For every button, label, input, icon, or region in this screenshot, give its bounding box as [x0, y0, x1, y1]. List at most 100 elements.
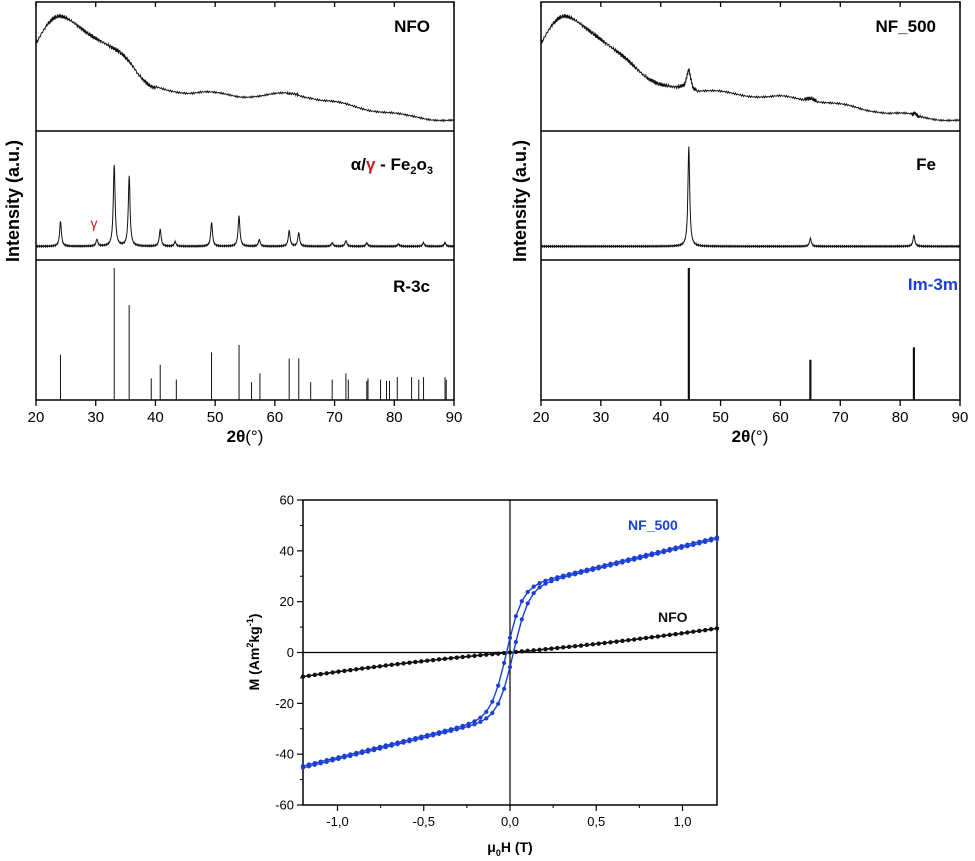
data-point-NF_500 — [703, 538, 708, 543]
data-point-NF_500 — [578, 569, 584, 574]
data-point-NF_500 — [318, 759, 323, 764]
data-point-NF_500 — [425, 733, 430, 738]
data-point-NF_500 — [395, 740, 400, 745]
data-point-NF_500 — [306, 762, 311, 767]
data-point-NF_500 — [442, 728, 447, 733]
data-point-NF_500 — [460, 723, 465, 729]
data-point-NF_500 — [691, 541, 696, 546]
data-point-NFO — [496, 651, 501, 656]
data-point-NF_500 — [478, 715, 483, 720]
data-point-NF_500 — [525, 589, 530, 595]
data-point-NFO — [312, 672, 317, 678]
data-point-NF_500 — [401, 738, 406, 744]
data-point-NF_500 — [407, 737, 412, 742]
data-point-NF_500 — [342, 753, 347, 758]
plot-frame — [35, 1, 455, 401]
x-label-unit: (°) — [750, 427, 768, 446]
data-point-NFO — [454, 655, 459, 660]
data-point-NF_500 — [673, 545, 678, 550]
data-point-NF_500 — [537, 585, 542, 590]
x-axis-label: μ0H (T) — [487, 839, 532, 858]
data-point-NFO — [578, 643, 584, 648]
data-point-NFO — [649, 635, 655, 640]
y-tick-label: 40 — [280, 543, 294, 558]
data-point-NFO — [555, 645, 560, 651]
data-point-NF_500 — [371, 746, 377, 751]
x-tick-label: 1,0 — [673, 814, 691, 829]
data-point-NFO — [377, 664, 382, 669]
x-tick-label: 40 — [147, 409, 164, 426]
data-point-NFO — [537, 647, 542, 652]
data-point-NFO — [614, 639, 619, 644]
x-tick-label: -0,5 — [413, 814, 435, 829]
y-tick-label: 20 — [280, 594, 294, 609]
data-point-NFO — [643, 635, 649, 641]
data-point-NF_500 — [336, 755, 341, 760]
data-point-NF_500 — [472, 719, 477, 724]
data-point-NFO — [502, 650, 507, 656]
data-point-NFO — [383, 663, 388, 668]
x-tick-label: 60 — [772, 409, 789, 426]
data-point-NF_500 — [525, 601, 530, 606]
y-tick-label: -40 — [275, 747, 294, 762]
data-marks — [300, 535, 720, 770]
y-label-mid: kg — [246, 626, 262, 642]
data-point-NF_500 — [360, 749, 365, 754]
data-point-NF_500 — [531, 591, 536, 596]
data-point-NF_500 — [366, 747, 371, 752]
x-axis-label: 2θ(°) — [732, 427, 769, 446]
data-point-NFO — [655, 634, 661, 639]
data-point-NFO — [389, 662, 394, 667]
data-point-NF_500 — [643, 552, 649, 558]
data-point-NFO — [436, 657, 442, 662]
data-point-NF_500 — [466, 721, 471, 727]
xrd-chart-left: 20 30 40 50 60 70 80 90 NFO α/γ - Fe2o3 γ R-3c … — [3, 1, 462, 446]
data-point-NF_500 — [549, 576, 554, 581]
data-point-NFO — [318, 672, 323, 677]
data-point-NF_500 — [484, 716, 489, 721]
data-point-NF_500 — [377, 744, 382, 750]
data-point-NF_500 — [584, 567, 590, 572]
data-point-NFO — [667, 632, 672, 638]
y-label-sup1: 2 — [245, 643, 255, 648]
series-label-nf500: NF_500 — [628, 517, 678, 533]
data-point-NFO — [549, 646, 554, 651]
data-point-NFO — [596, 641, 601, 646]
data-point-NF_500 — [679, 544, 684, 549]
xrd-trace-NF_500 — [540, 14, 961, 123]
data-point-NFO — [448, 656, 453, 661]
data-point-NF_500 — [614, 560, 619, 565]
data-point-NFO — [691, 629, 696, 634]
data-point-NF_500 — [389, 741, 394, 747]
data-point-NFO — [661, 633, 666, 638]
x-label-rest: H (T) — [501, 839, 533, 855]
data-point-NF_500 — [419, 734, 424, 739]
data-point-NF_500 — [490, 699, 495, 704]
data-point-NFO — [507, 650, 513, 655]
data-point-NF_500 — [472, 722, 477, 727]
label-sub-3: 3 — [427, 165, 433, 177]
data-point-NFO — [395, 662, 400, 667]
data-point-NFO — [442, 656, 447, 661]
gamma-annotation: γ — [91, 215, 98, 231]
data-point-NF_500 — [602, 563, 607, 568]
data-point-NF_500 — [496, 683, 501, 688]
y-label-sup2: -1 — [245, 618, 255, 626]
x-label-main: 2θ — [732, 427, 751, 446]
x-tick-label: 0,0 — [501, 814, 519, 829]
data-point-NF_500 — [531, 584, 536, 589]
x-label-sub: 0 — [496, 848, 501, 858]
data-point-NFO — [608, 640, 613, 645]
data-point-NFO — [638, 636, 643, 641]
axis-ticks: -1,0 -0,5 0,0 0,5 1,0 -60 -40 -20 0 20 40 60 — [275, 493, 691, 830]
data-point-NF_500 — [709, 536, 714, 541]
x-tick-label: 50 — [712, 409, 729, 426]
data-point-NFO — [336, 669, 341, 674]
data-point-NFO — [330, 670, 335, 675]
data-point-NF_500 — [502, 686, 507, 691]
x-tick-label: 80 — [892, 409, 909, 426]
data-point-NFO — [714, 626, 720, 631]
panel-label-r3c: R-3c — [393, 277, 430, 296]
data-point-NFO — [407, 660, 412, 665]
data-point-NF_500 — [300, 763, 306, 769]
